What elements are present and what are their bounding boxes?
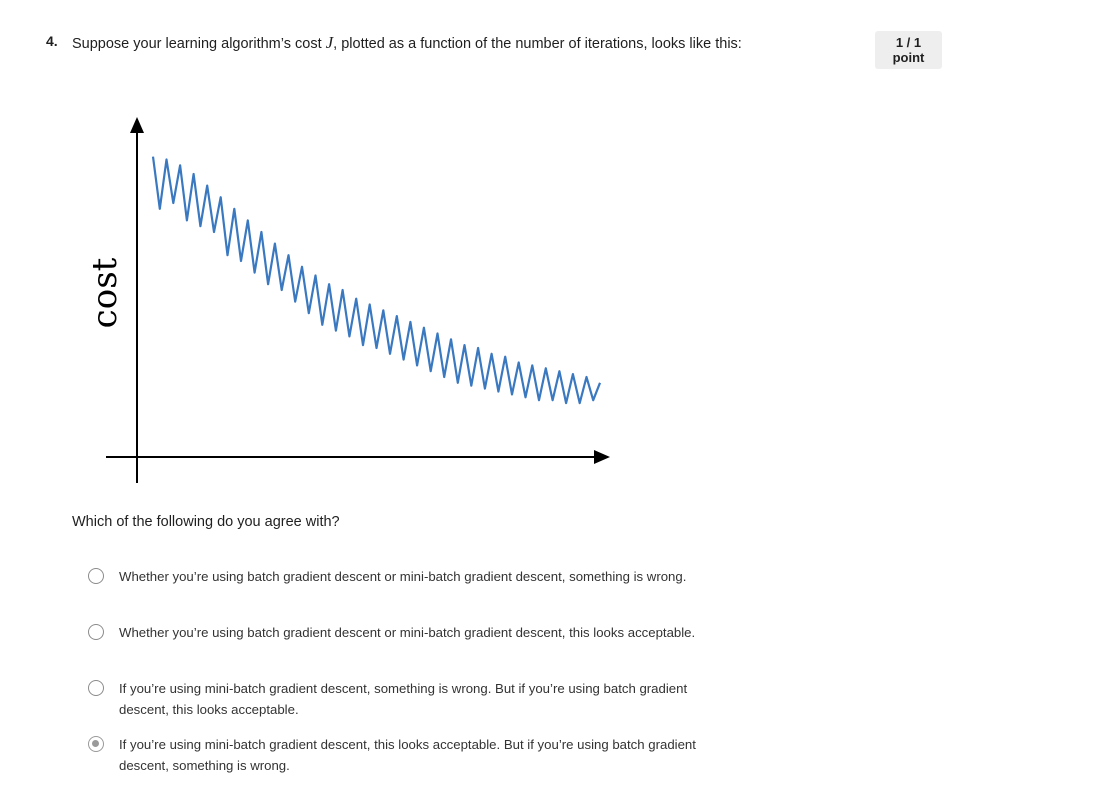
option-1[interactable]: Whether you’re using batch gradient desc… [86, 566, 706, 622]
question-number: 4. [46, 33, 58, 49]
radio-option-1[interactable] [88, 568, 104, 584]
y-axis-arrow [130, 117, 144, 133]
option-4-label: If you’re using mini-batch gradient desc… [119, 737, 696, 773]
cost-line-series [151, 156, 602, 405]
question-text-after: , plotted as a function of the number of… [333, 36, 742, 52]
y-axis-label: cost [85, 257, 125, 328]
question-text: Suppose your learning algorithm’s cost J… [72, 33, 742, 53]
cost-chart: cost [85, 117, 610, 483]
option-3-label: If you’re using mini-batch gradient desc… [119, 681, 688, 717]
answer-options: Whether you’re using batch gradient desc… [86, 566, 706, 790]
points-badge: 1 / 1 point [875, 31, 942, 69]
answer-prompt: Which of the following do you agree with… [72, 514, 340, 530]
radio-option-4[interactable] [88, 736, 104, 752]
option-3[interactable]: If you’re using mini-batch gradient desc… [86, 678, 706, 734]
radio-option-2[interactable] [88, 624, 104, 640]
option-4[interactable]: If you’re using mini-batch gradient desc… [86, 734, 706, 790]
question-text-before: Suppose your learning algorithm’s cost [72, 36, 326, 52]
option-2[interactable]: Whether you’re using batch gradient desc… [86, 622, 706, 678]
option-1-label: Whether you’re using batch gradient desc… [119, 569, 687, 584]
option-2-label: Whether you’re using batch gradient desc… [119, 625, 696, 640]
cost-symbol: J [325, 33, 334, 52]
radio-option-3[interactable] [88, 680, 104, 696]
x-axis-arrow [594, 450, 610, 464]
